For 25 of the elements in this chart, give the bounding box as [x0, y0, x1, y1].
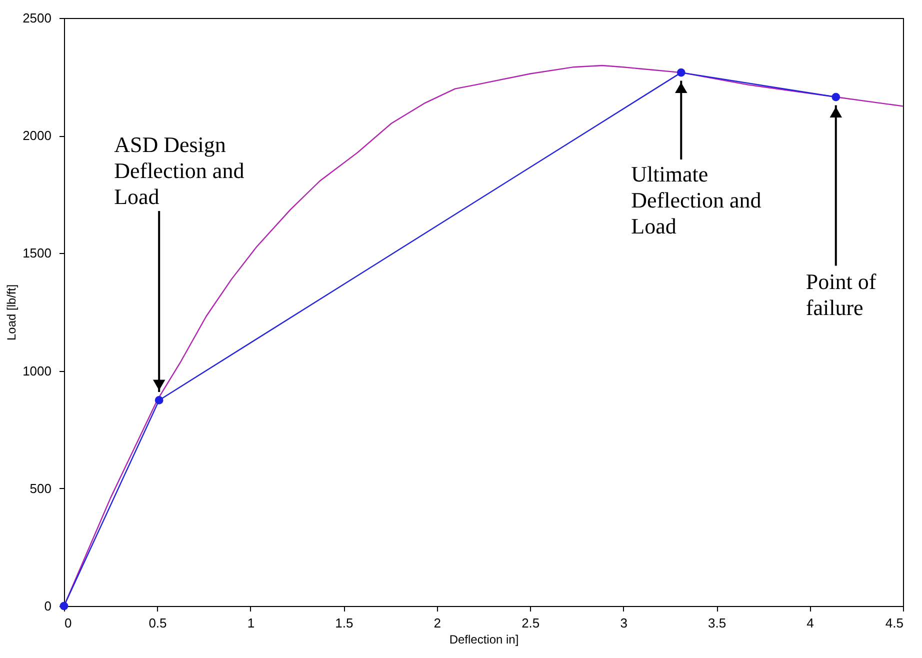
- x-tick-label: 4: [806, 616, 814, 630]
- annotation: ASD Design Deflection and Load: [114, 132, 244, 210]
- y-tick-label: 1500: [22, 246, 52, 261]
- annotation: Point of failure: [806, 269, 877, 320]
- y-tick-label: 500: [30, 480, 52, 496]
- x-tick-label: 4.5: [885, 616, 904, 630]
- x-tick-label: 1.5: [335, 616, 354, 630]
- y-tick-label: 2000: [22, 128, 52, 144]
- y-tick-label: 0: [44, 598, 52, 614]
- x-tick-label: 2.5: [522, 616, 540, 630]
- point: [676, 68, 686, 77]
- y-tick-label: 2500: [22, 10, 52, 26]
- x-tick-label: 3.5: [708, 616, 726, 630]
- x-tick-label: 3: [620, 616, 628, 630]
- x-tick-label: 0.5: [148, 616, 167, 630]
- x-tick-label: 1: [247, 616, 255, 630]
- x-tick-label: 0: [64, 616, 72, 630]
- point: [154, 396, 164, 404]
- x-tick-label: 2: [434, 616, 442, 630]
- x-axis-title: Deflection in]: [449, 632, 519, 646]
- y-axis-title: Load [lb/ft]: [4, 284, 19, 341]
- point: [60, 602, 68, 610]
- annotation: Ultimate Deflection and Load: [631, 162, 762, 239]
- point: [832, 92, 840, 102]
- y-tick-label: 1000: [22, 363, 52, 378]
